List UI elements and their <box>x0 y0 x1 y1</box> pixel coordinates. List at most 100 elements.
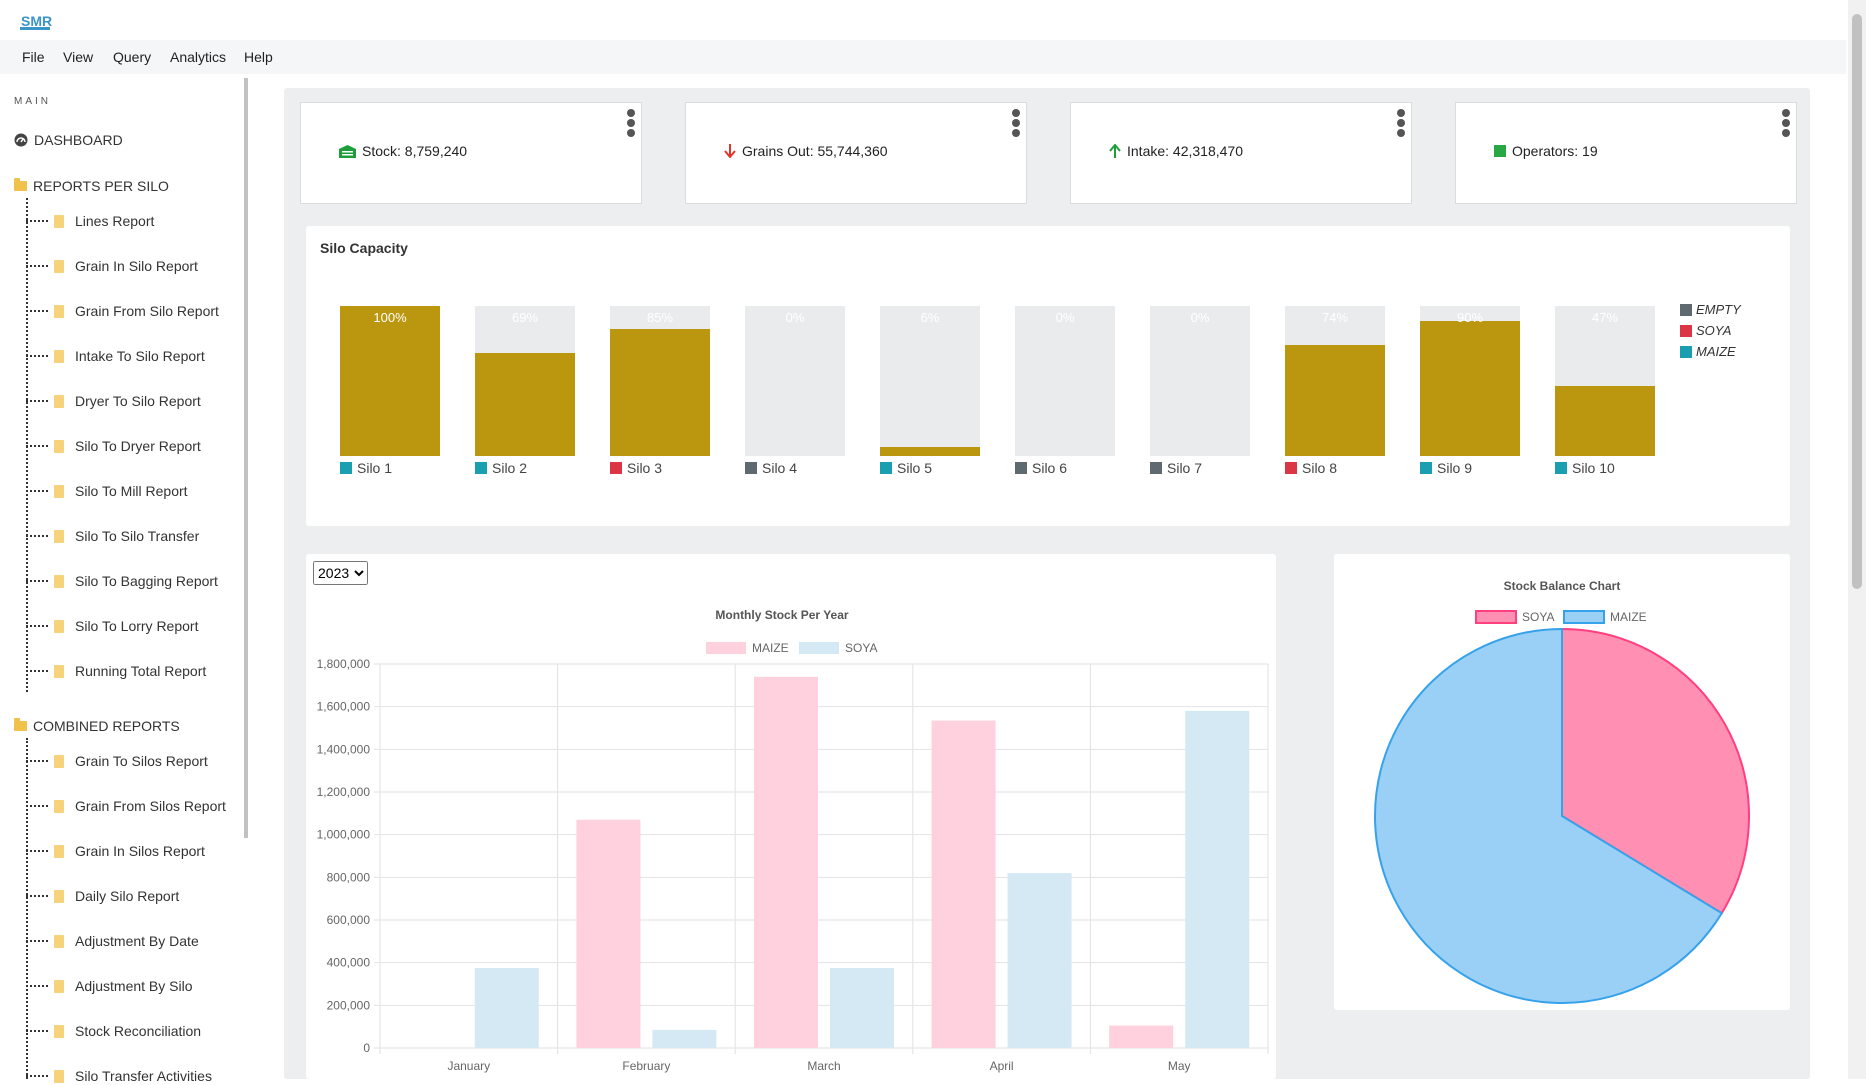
silo-type-swatch <box>745 462 757 474</box>
bar-maize[interactable] <box>931 720 996 1048</box>
sidebar-item-grain-to-silos-report[interactable]: Grain To Silos Report <box>26 752 208 770</box>
warehouse-icon <box>339 144 356 158</box>
silo-percent: 0% <box>1055 310 1075 325</box>
document-icon <box>54 574 64 588</box>
sidebar-scrollbar[interactable] <box>244 78 248 838</box>
sidebar-item-silo-to-mill-report[interactable]: Silo To Mill Report <box>26 482 188 500</box>
sidebar-item-silo-to-lorry-report[interactable]: Silo To Lorry Report <box>26 617 198 635</box>
sidebar-item-label: Dryer To Silo Report <box>75 393 201 409</box>
bar-soya[interactable] <box>474 968 539 1048</box>
sidebar-item-label: Silo To Lorry Report <box>75 618 199 634</box>
silo-bar[interactable]: 0% <box>1150 306 1250 456</box>
menu-file[interactable]: File <box>22 49 45 65</box>
sidebar-item-intake-to-silo-report[interactable]: Intake To Silo Report <box>26 347 205 365</box>
tree-connector <box>26 895 48 897</box>
document-icon <box>54 484 64 498</box>
sidebar-item-label: Adjustment By Silo <box>75 978 193 994</box>
pie-slice-maize[interactable] <box>1374 627 1724 1004</box>
tree-connector <box>26 670 48 672</box>
top-bar: SMR <box>0 0 1866 40</box>
sidebar-item-grain-in-silos-report[interactable]: Grain In Silos Report <box>26 842 205 860</box>
sidebar-item-silo-transfer-activities[interactable]: Silo Transfer Activities <box>26 1067 212 1085</box>
silo-bar[interactable]: 0% <box>745 306 845 456</box>
bar-maize[interactable] <box>1109 1025 1174 1048</box>
sidebar-item-running-total-report[interactable]: Running Total Report <box>26 662 206 680</box>
sidebar-item-label: Grain From Silo Report <box>75 303 219 319</box>
sidebar-item-grain-from-silo-report[interactable]: Grain From Silo Report <box>26 302 219 320</box>
menu-query[interactable]: Query <box>113 49 152 65</box>
sidebar-item-dryer-to-silo-report[interactable]: Dryer To Silo Report <box>26 392 201 410</box>
silo-bar[interactable]: 100% <box>340 306 440 456</box>
sidebar-item-label: Grain From Silos Report <box>75 798 226 814</box>
bar-maize[interactable] <box>576 819 641 1048</box>
silo-bar[interactable]: 0% <box>1015 306 1115 456</box>
grains-out-card: Grains Out: 55,744,360 <box>685 102 1027 204</box>
silo-label: Silo 7 <box>1150 460 1202 476</box>
silo-name: Silo 4 <box>762 460 798 476</box>
silo-percent: 0% <box>785 310 805 325</box>
more-options-icon[interactable] <box>1782 109 1790 137</box>
y-tick-label: 1,800,000 <box>317 657 371 671</box>
legend-item-maize[interactable]: MAIZE <box>1680 344 1736 359</box>
silo-type-swatch <box>1555 462 1567 474</box>
silo-type-swatch <box>1150 462 1162 474</box>
document-icon <box>54 1024 64 1038</box>
bar-soya[interactable] <box>652 1029 717 1048</box>
menu-view[interactable]: View <box>63 49 94 65</box>
sidebar-item-grain-in-silo-report[interactable]: Grain In Silo Report <box>26 257 198 275</box>
sidebar-item-grain-from-silos-report[interactable]: Grain From Silos Report <box>26 797 226 815</box>
silo-bar[interactable]: 69% <box>475 306 575 456</box>
menu-analytics[interactable]: Analytics <box>170 49 227 65</box>
silo-capacity-title: Silo Capacity <box>320 240 408 256</box>
bar-soya[interactable] <box>1185 710 1250 1048</box>
sidebar-item-adjustment-by-date[interactable]: Adjustment By Date <box>26 932 199 950</box>
sidebar-item-label: Daily Silo Report <box>75 888 180 904</box>
page-scrollbar[interactable] <box>1848 0 1866 1079</box>
legend-item-soya[interactable]: SOYA <box>1680 323 1731 338</box>
dashboard-icon <box>14 133 28 147</box>
scrollbar-thumb[interactable] <box>1852 14 1862 589</box>
more-options-icon[interactable] <box>1012 109 1020 137</box>
bar-soya[interactable] <box>1007 873 1072 1048</box>
sidebar-item-daily-silo-report[interactable]: Daily Silo Report <box>26 887 179 905</box>
sidebar-item-silo-to-bagging-report[interactable]: Silo To Bagging Report <box>26 572 218 590</box>
legend-item-empty[interactable]: EMPTY <box>1680 302 1741 317</box>
sidebar-folder-combined-reports[interactable]: COMBINED REPORTS <box>14 718 180 734</box>
silo-label: Silo 1 <box>340 460 392 476</box>
tree-connector <box>26 985 48 987</box>
sidebar-section-main: MAIN <box>14 96 51 107</box>
y-tick-label: 600,000 <box>327 913 371 927</box>
silo-bar[interactable]: 47% <box>1555 306 1655 456</box>
tree-connector <box>26 580 48 582</box>
more-options-icon[interactable] <box>627 109 635 137</box>
silo-type-swatch <box>1285 462 1297 474</box>
silo-bar[interactable]: 90% <box>1420 306 1520 456</box>
svg-text:SMR: SMR <box>21 13 52 29</box>
app-logo[interactable]: SMR <box>20 12 52 30</box>
more-options-icon[interactable] <box>1397 109 1405 137</box>
sidebar-item-lines-report[interactable]: Lines Report <box>26 212 154 230</box>
bar-maize[interactable] <box>754 676 818 1048</box>
bar-soya[interactable] <box>830 968 894 1048</box>
sidebar-item-adjustment-by-silo[interactable]: Adjustment By Silo <box>26 977 193 995</box>
silo-percent: 6% <box>920 310 940 325</box>
silo-bar[interactable]: 74% <box>1285 306 1385 456</box>
y-tick-label: 200,000 <box>327 998 371 1012</box>
silo-bar[interactable]: 6% <box>880 306 980 456</box>
menu-help[interactable]: Help <box>244 49 273 65</box>
sidebar-item-label: Running Total Report <box>75 663 207 679</box>
tree-connector <box>26 400 48 402</box>
pie-slice-soya[interactable] <box>1561 627 1750 915</box>
sidebar-item-silo-to-dryer-report[interactable]: Silo To Dryer Report <box>26 437 201 455</box>
sidebar-item-silo-to-silo-transfer[interactable]: Silo To Silo Transfer <box>26 527 199 545</box>
folder-icon <box>14 178 27 191</box>
sidebar-item-stock-reconciliation[interactable]: Stock Reconciliation <box>26 1022 201 1040</box>
sidebar-folder-reports-per-silo[interactable]: REPORTS PER SILO <box>14 178 169 194</box>
document-icon <box>54 1069 64 1083</box>
sidebar-item-dashboard[interactable]: DASHBOARD <box>14 132 123 148</box>
silo-bar[interactable]: 85% <box>610 306 710 456</box>
year-select[interactable]: 2023 <box>313 561 368 585</box>
tree-connector <box>26 850 48 852</box>
silo-name: Silo 6 <box>1032 460 1068 476</box>
silo-fill <box>1420 321 1520 456</box>
